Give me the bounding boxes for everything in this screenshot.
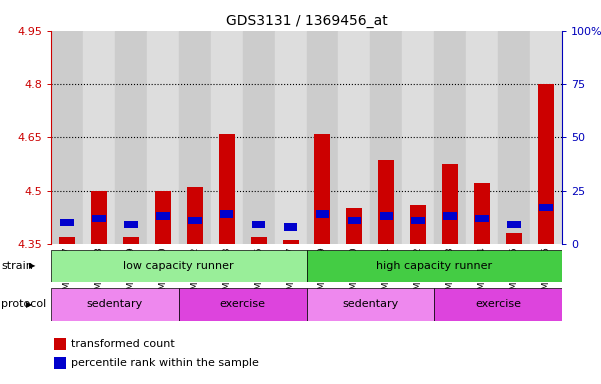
Bar	[474, 184, 490, 244]
Bar	[252, 221, 266, 228]
Bar	[498, 31, 530, 244]
Bar	[275, 31, 307, 244]
Text: transformed count: transformed count	[71, 339, 175, 349]
Bar	[284, 223, 297, 230]
Bar	[179, 288, 307, 321]
Bar	[219, 134, 234, 244]
Text: exercise: exercise	[219, 299, 266, 310]
Bar	[444, 212, 457, 220]
Bar	[466, 31, 498, 244]
Bar	[83, 31, 115, 244]
Bar	[220, 210, 233, 218]
Bar	[307, 250, 562, 282]
Bar	[124, 221, 138, 228]
Text: low capacity runner: low capacity runner	[123, 261, 234, 271]
Bar	[188, 217, 201, 224]
Bar	[507, 221, 521, 228]
Bar	[475, 215, 489, 222]
Bar	[243, 31, 275, 244]
Bar	[402, 31, 435, 244]
Text: sedentary: sedentary	[87, 299, 143, 310]
Bar	[506, 233, 522, 244]
Text: ▶: ▶	[26, 300, 33, 309]
Bar	[442, 164, 458, 244]
Bar	[211, 31, 243, 244]
Bar	[59, 237, 75, 244]
Bar	[380, 212, 393, 220]
Bar	[51, 250, 307, 282]
Bar	[282, 240, 299, 244]
Bar	[314, 134, 331, 244]
Bar	[539, 204, 553, 211]
Bar	[123, 237, 139, 244]
Bar	[379, 161, 394, 244]
Bar	[147, 31, 179, 244]
Bar	[60, 219, 74, 226]
Text: high capacity runner: high capacity runner	[376, 261, 492, 271]
Bar	[51, 288, 179, 321]
Bar	[307, 288, 435, 321]
Bar	[347, 217, 361, 224]
Bar	[434, 288, 562, 321]
Bar	[412, 217, 425, 224]
Text: protocol: protocol	[1, 299, 46, 310]
Text: ▶: ▶	[29, 262, 35, 270]
Title: GDS3131 / 1369456_at: GDS3131 / 1369456_at	[225, 14, 388, 28]
Bar	[316, 210, 329, 218]
Bar	[370, 31, 402, 244]
Bar	[410, 205, 426, 244]
Text: percentile rank within the sample: percentile rank within the sample	[71, 358, 259, 368]
Bar	[92, 215, 106, 222]
Bar	[51, 31, 83, 244]
Bar	[434, 31, 466, 244]
Bar	[115, 31, 147, 244]
Bar	[91, 190, 107, 244]
Bar	[179, 31, 211, 244]
Text: sedentary: sedentary	[342, 299, 398, 310]
Bar	[155, 190, 171, 244]
Bar	[156, 212, 169, 220]
Bar	[346, 208, 362, 244]
Bar	[530, 31, 562, 244]
Text: strain: strain	[1, 261, 33, 271]
Bar	[187, 187, 203, 244]
Bar	[251, 237, 267, 244]
Bar	[307, 31, 338, 244]
Text: exercise: exercise	[475, 299, 521, 310]
Bar	[338, 31, 370, 244]
Bar	[538, 84, 554, 244]
